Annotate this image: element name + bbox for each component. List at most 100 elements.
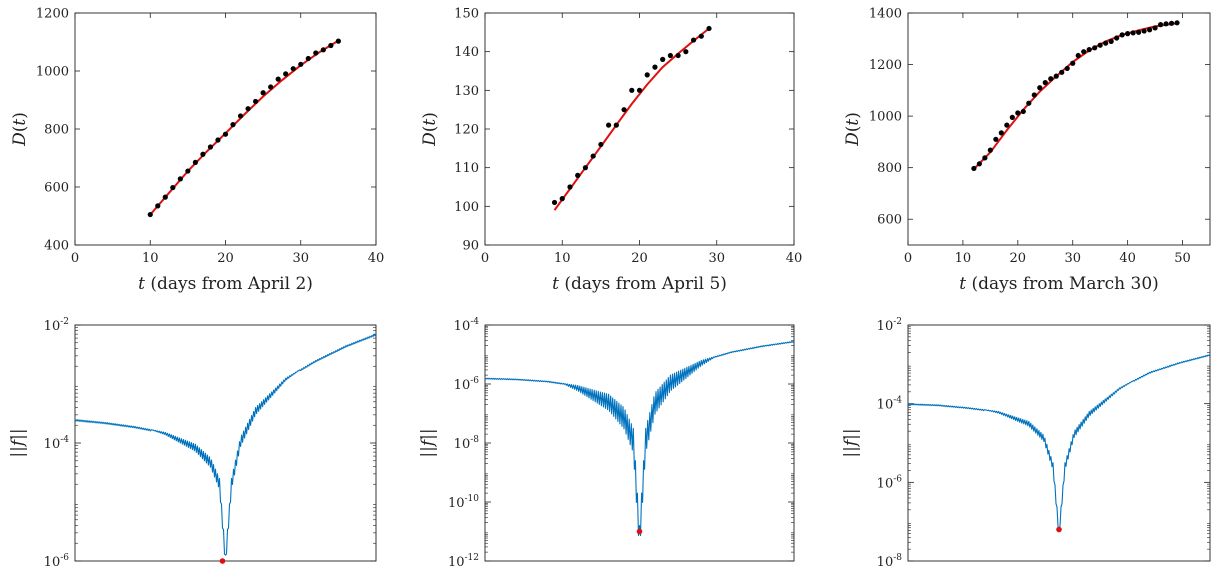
data-point: [652, 64, 658, 70]
residual-curve: [907, 354, 1211, 531]
y-tick-exponent: -4: [893, 396, 902, 406]
y-tick-exponent: -2: [893, 317, 902, 327]
data-point: [567, 184, 573, 190]
y-axis-label-paren-close: ): [420, 112, 440, 119]
fit-curve: [553, 27, 710, 211]
data-point: [283, 71, 289, 77]
y-tick-label: 110: [454, 161, 479, 176]
y-tick-label: 130: [454, 84, 479, 99]
y-tick-exponent: -6: [893, 474, 902, 484]
x-tick-label: 0: [904, 251, 912, 266]
y-tick-exponent: -2: [60, 317, 69, 327]
x-axis-label-variable: t: [552, 274, 559, 294]
y-tick-base: 10: [44, 437, 61, 452]
x-tick-label: 10: [554, 251, 571, 266]
data-point: [320, 47, 326, 53]
x-axis-label: t (days from April 5): [552, 274, 727, 294]
x-tick-label: 40: [1119, 251, 1136, 266]
data-point: [207, 144, 214, 150]
y-axis-label-variable: D: [420, 132, 440, 147]
y-tick-label: 10-6: [454, 376, 480, 393]
y-tick-exponent: -6: [470, 376, 479, 386]
residual-curve: [74, 333, 377, 556]
x-axis-label: t (days from April 2): [138, 274, 313, 294]
y-tick-base: 10: [44, 555, 61, 570]
axes-frame: [907, 12, 1211, 246]
panel-top-middle: 0 10 20 30 40 90 100 110 120 130 140 150 t (days fro…: [420, 7, 802, 295]
y-tick-label: 10-2: [877, 317, 902, 334]
y-tick-label: 10-8: [877, 553, 903, 570]
y-tick-exponent: -4: [470, 317, 479, 327]
y-tick-exponent: -4: [60, 435, 69, 445]
y-axis-label: ||f||: [841, 428, 861, 457]
y-tick-label: 10-12: [448, 553, 479, 570]
axes-frame: [74, 324, 377, 562]
data-point: [237, 113, 244, 119]
panel-bottom-right: 10-810-610-410-2||f||: [841, 317, 1211, 570]
x-axis-label-text: (days from March 30): [971, 274, 1158, 294]
minimum-marker: [636, 528, 643, 535]
x-axis-label-variable: t: [959, 274, 966, 294]
data-point: [706, 25, 712, 32]
y-tick-label: 10-4: [877, 396, 903, 413]
data-point: [1031, 92, 1037, 98]
data-point: [222, 131, 229, 137]
y-tick-base: 10: [877, 398, 894, 413]
panel-top-right: 0 10 20 30 40 50 600 800 1000 1200 1400 t (days fro…: [843, 7, 1211, 294]
x-tick-label: 30: [292, 251, 309, 266]
data-point: [1059, 69, 1065, 75]
data-point: [305, 55, 311, 62]
x-tick-label: 20: [631, 251, 648, 266]
data-point: [328, 42, 334, 49]
data-point: [155, 203, 161, 209]
y-tick-base: 10: [877, 319, 894, 334]
y-tick-exponent: -8: [470, 435, 479, 445]
data-point: [1108, 38, 1114, 44]
y-tick-label: 1200: [869, 58, 902, 73]
data-point: [590, 153, 596, 159]
data-point: [1020, 108, 1026, 115]
x-axis-label-text: (days from April 5): [564, 274, 727, 294]
y-axis-label-argument: t: [10, 119, 30, 126]
y-axis-label: D(t): [843, 112, 863, 147]
data-point: [260, 90, 266, 96]
y-tick-base: 10: [454, 378, 471, 393]
data-point: [629, 87, 635, 93]
y-tick-label: 800: [877, 161, 902, 176]
y-axis-label-paren: (: [10, 126, 30, 133]
data-point: [667, 52, 674, 59]
data-point: [1086, 47, 1092, 53]
data-point: [1064, 65, 1070, 72]
x-tick-label: 10: [142, 251, 159, 266]
y-axis-label: D(t): [420, 112, 440, 147]
data-point: [1147, 27, 1153, 33]
y-tick-label: 140: [454, 45, 479, 60]
y-axis-label-paren-close: ): [10, 112, 30, 119]
y-axis-label-paren: (: [420, 126, 440, 133]
data-point: [998, 130, 1004, 136]
y-tick-base: 10: [454, 319, 471, 334]
y-tick-base: 10: [448, 555, 465, 570]
data-point: [976, 161, 982, 167]
x-tick-label: 50: [1174, 251, 1191, 266]
residual-curve: [484, 340, 795, 537]
y-tick-label: 10-8: [454, 435, 480, 452]
data-point: [644, 72, 650, 78]
y-tick-label: 1200: [36, 7, 69, 22]
data-point: [660, 56, 666, 63]
data-point: [1042, 80, 1048, 86]
y-tick-base: 10: [877, 555, 894, 570]
x-tick-label: 0: [71, 251, 79, 266]
data-point: [606, 122, 612, 128]
x-tick-label: 30: [1064, 251, 1081, 266]
data-point: [683, 49, 689, 55]
y-tick-label: 1000: [36, 65, 69, 80]
x-tick-label: 40: [368, 251, 385, 266]
data-point: [1119, 32, 1125, 38]
y-axis-label-variable: D: [10, 132, 30, 147]
panel-bottom-left: 10-610-410-2||f||: [8, 317, 377, 570]
x-axis-label-variable: t: [138, 274, 145, 294]
data-point: [636, 87, 643, 93]
